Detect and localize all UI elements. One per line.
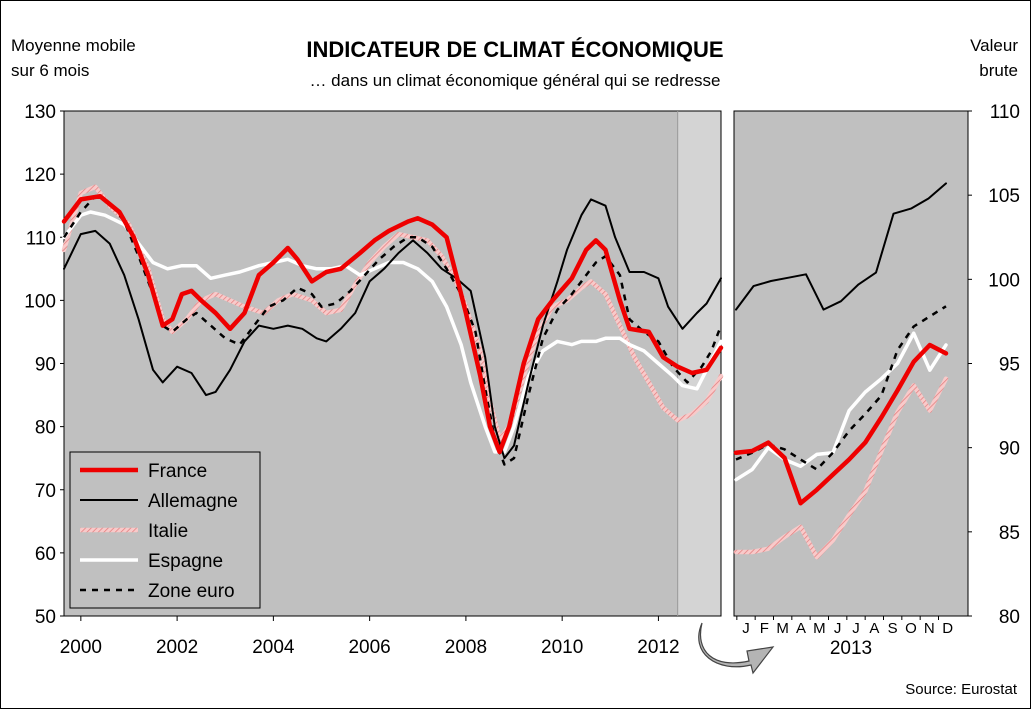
left-y-tick-label: 110: [26, 228, 56, 249]
left-y-tick-label: 80: [35, 418, 56, 439]
left-series-zone-euro: [62, 194, 723, 466]
left-x-tick-label: 2008: [445, 637, 487, 658]
left-x-tick-label: 2002: [156, 637, 198, 658]
left-y-tick-label: 120: [24, 165, 56, 186]
right-y-tick-label: 85: [999, 523, 1020, 544]
left-axis-note-line2: sur 6 mois: [11, 61, 89, 80]
right-x-month-label: O: [905, 620, 917, 637]
left-axis-note-line1: Moyenne mobile: [11, 36, 136, 55]
legend-label-allemagne: Allemagne: [148, 491, 238, 512]
right-axis-note-line1: Valeur: [970, 36, 1018, 55]
left-y-tick-label: 130: [24, 102, 56, 123]
right-x-month-label: N: [924, 620, 935, 637]
left-y-tick-label: 90: [35, 355, 56, 376]
right-y-tick-label: 100: [988, 270, 1020, 291]
left-x-tick-label: 2012: [637, 637, 679, 658]
right-x-month-label: M: [776, 620, 789, 637]
right-x-month-label: S: [888, 620, 898, 637]
left-series-allemagne: [63, 198, 722, 460]
right-x-year-label: 2013: [830, 638, 872, 659]
right-x-month-label: M: [813, 620, 826, 637]
right-y-tick-label: 110: [990, 102, 1020, 123]
chart-subtitle: … dans un climat économique général qui …: [309, 71, 720, 90]
legend-label-italie: Italie: [148, 521, 188, 542]
right-x-month-label: J: [852, 620, 860, 637]
chart-title: INDICATEUR DE CLIMAT ÉCONOMIQUE: [306, 37, 723, 62]
legend-label-france: France: [148, 461, 207, 482]
right-x-month-label: F: [760, 620, 769, 637]
right-series-allemagne: [735, 182, 947, 311]
right-x-month-label: D: [942, 620, 953, 637]
right-x-month-label: A: [796, 620, 806, 637]
right-series-italie: [733, 376, 949, 560]
left-x-tick-label: 2000: [60, 637, 102, 658]
right-y-tick-label: 80: [999, 607, 1020, 628]
left-highlight-region: [677, 111, 721, 616]
right-x-month-label: J: [742, 620, 750, 637]
legend-label-espagne: Espagne: [148, 551, 223, 572]
right-y-tick-label: 90: [999, 439, 1020, 460]
right-series-france: [733, 342, 949, 506]
left-series-france: [61, 193, 724, 455]
right-x-month-label: J: [834, 620, 842, 637]
left-series-espagne: [62, 210, 723, 454]
left-x-tick-label: 2006: [348, 637, 390, 658]
right-axis-note-line2: brute: [979, 61, 1018, 80]
right-series-espagne: [734, 331, 948, 482]
left-x-tick-label: 2004: [252, 637, 295, 658]
transition-arrow-icon: [698, 622, 775, 675]
left-x-tick-label: 2010: [541, 637, 583, 658]
right-plot-area: [733, 110, 969, 617]
right-y-tick-label: 105: [988, 186, 1020, 207]
right-y-tick-label: 95: [999, 355, 1020, 376]
right-x-month-label: A: [869, 620, 879, 637]
legend-label-zone-euro: Zone euro: [148, 581, 235, 602]
left-y-tick-label: 70: [35, 481, 56, 502]
left-y-tick-label: 50: [35, 607, 56, 628]
left-y-tick-label: 100: [24, 291, 56, 312]
left-y-tick-label: 60: [35, 544, 56, 565]
source-note: Source: Eurostat: [905, 681, 1018, 698]
